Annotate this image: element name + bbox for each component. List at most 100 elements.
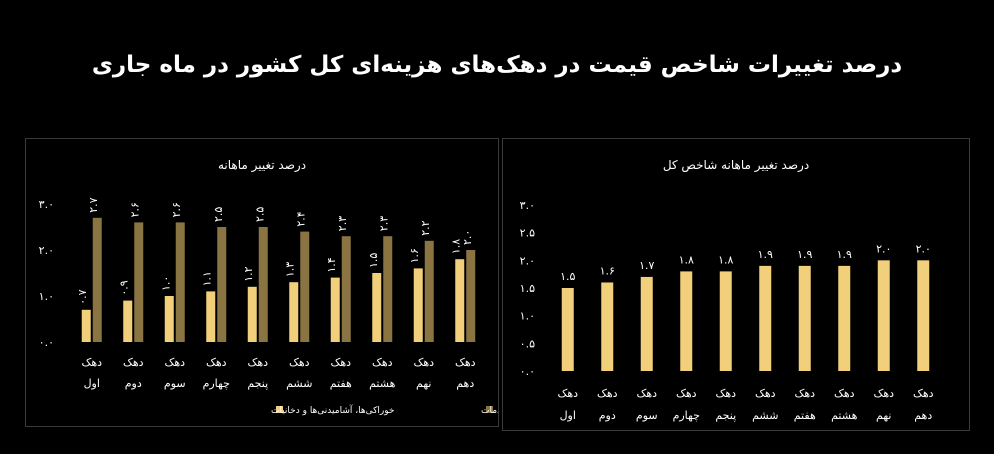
bar <box>258 227 268 342</box>
data-label: ۲.۶ <box>129 202 142 217</box>
x-tick-label: دهک <box>206 356 227 369</box>
x-tick-label: دهک <box>755 387 776 400</box>
data-label: ۱.۵ <box>560 270 575 283</box>
x-tick-label: دهک <box>164 356 185 369</box>
y-tick-label: ۰.۰ <box>39 336 54 349</box>
x-tick-label: دهک <box>636 387 657 400</box>
x-tick-label: نهم <box>876 409 891 422</box>
x-tick-label: هشتم <box>831 409 857 422</box>
bar <box>330 277 340 342</box>
bar <box>175 222 185 342</box>
data-label: ۱.۹ <box>758 248 773 261</box>
data-label: ۰.۷ <box>76 289 89 304</box>
bar <box>561 288 574 371</box>
data-label: ۲.۲ <box>419 220 432 235</box>
chart-title: درصد تغییر ماهانه <box>218 158 306 173</box>
legend-swatch <box>276 406 283 413</box>
data-label: ۱.۹ <box>797 248 812 261</box>
legend-label: خوراکی‌ها، آشامیدنی‌ها و دخانیات <box>271 404 394 416</box>
x-tick-label: هفتم <box>794 409 816 422</box>
x-tick-label: دهک <box>372 356 393 369</box>
data-label: ۱.۸ <box>450 239 463 254</box>
y-tick-label: ۱.۵ <box>520 282 535 295</box>
x-tick-label: دوم <box>599 409 616 422</box>
data-label: ۲.۷ <box>87 197 100 212</box>
data-label: ۱.۵ <box>367 253 380 268</box>
data-label: ۱.۳ <box>284 262 297 277</box>
bar <box>247 286 257 342</box>
y-tick-label: ۱.۰ <box>39 290 54 303</box>
total-bar-chart: درصد تغییر ماهانه شاخص کل ۰.۰ ۰.۵ ۱.۰ ۱.۵ ۲.۰… <box>520 158 934 422</box>
bar <box>413 268 423 342</box>
page-title: درصد تغییرات شاخص قیمت در دهک‌های هزینه‌… <box>91 52 903 78</box>
x-tick-label: دهک <box>834 387 855 400</box>
data-label: ۲.۵ <box>253 207 266 222</box>
x-tick-label: سوم <box>636 409 658 422</box>
bar <box>123 300 133 342</box>
y-tick-label: ۳.۰ <box>520 199 535 212</box>
x-tick-label: دهک <box>676 387 697 400</box>
chart-title: درصد تغییر ماهانه شاخص کل <box>663 158 809 173</box>
data-label: ۲.۳ <box>336 216 349 231</box>
x-tick-label: نهم <box>416 377 431 390</box>
data-label: ۱.۴ <box>325 257 338 272</box>
legend-swatch <box>486 406 493 413</box>
x-tick-label: سوم <box>164 377 186 390</box>
bar <box>206 291 216 342</box>
data-label: ۱.۸ <box>679 253 694 266</box>
bar <box>372 273 382 342</box>
x-tick-label: دهک <box>289 356 310 369</box>
bar <box>164 296 174 342</box>
y-tick-label: ۳.۰ <box>39 198 54 211</box>
bar <box>289 282 299 342</box>
data-label: ۲.۳ <box>378 216 391 231</box>
bar <box>877 260 890 371</box>
y-tick-label: ۰.۰ <box>520 365 535 378</box>
bar <box>838 265 851 371</box>
x-tick-label: دهک <box>413 356 434 369</box>
bar <box>383 236 393 342</box>
bar <box>81 309 91 342</box>
data-label: ۱.۷ <box>639 259 654 272</box>
bar <box>466 250 476 342</box>
bar <box>134 222 144 342</box>
bar <box>601 282 614 371</box>
y-tick-label: ۰.۵ <box>520 337 535 350</box>
y-tick-label: ۱.۰ <box>520 310 535 323</box>
legend-label: کالاهای غیرخوراکی و خدمات <box>481 406 498 416</box>
bar <box>719 271 732 371</box>
data-label: ۰.۹ <box>118 280 131 295</box>
x-tick-label: دهک <box>557 387 578 400</box>
bar <box>798 265 811 371</box>
deciles-group-chart-panel: درصد تغییر ماهانه ۰.۰ ۱.۰ ۲.۰ ۳.۰ ۰.۷ ۲.۷ دهک او… <box>25 138 499 427</box>
data-label: ۲.۵ <box>212 207 225 222</box>
data-label: ۱.۹ <box>837 248 852 261</box>
x-tick-label: دهک <box>873 387 894 400</box>
bar <box>341 236 351 342</box>
x-tick-label: دهک <box>123 356 144 369</box>
x-tick-label: دهک <box>597 387 618 400</box>
x-tick-label: ششم <box>752 409 778 422</box>
bar <box>300 231 310 342</box>
data-label: ۲.۰ <box>916 242 931 255</box>
x-tick-label: پنجم <box>247 377 268 390</box>
data-label: ۲.۶ <box>170 202 183 217</box>
x-tick-label: دهک <box>794 387 815 400</box>
x-tick-label: هفتم <box>330 377 352 390</box>
data-label: ۱.۶ <box>600 264 615 277</box>
x-tick-label: چهارم <box>673 409 700 422</box>
data-label: ۱.۶ <box>408 248 421 263</box>
y-tick-label: ۲.۰ <box>520 254 535 267</box>
group-bar-chart: درصد تغییر ماهانه ۰.۰ ۱.۰ ۲.۰ ۳.۰ ۰.۷ ۲.۷ دهک او… <box>39 158 498 416</box>
bar <box>917 260 930 371</box>
x-tick-label: هشتم <box>369 377 395 390</box>
data-label: ۱.۲ <box>242 266 255 281</box>
x-tick-label: دوم <box>125 377 142 390</box>
x-tick-label: اول <box>84 377 100 390</box>
x-tick-label: دهک <box>715 387 736 400</box>
bar <box>424 240 434 342</box>
x-tick-label: اول <box>560 409 576 422</box>
bar <box>680 271 693 371</box>
x-tick-label: ششم <box>286 377 312 390</box>
data-label: ۱.۱ <box>201 271 214 286</box>
